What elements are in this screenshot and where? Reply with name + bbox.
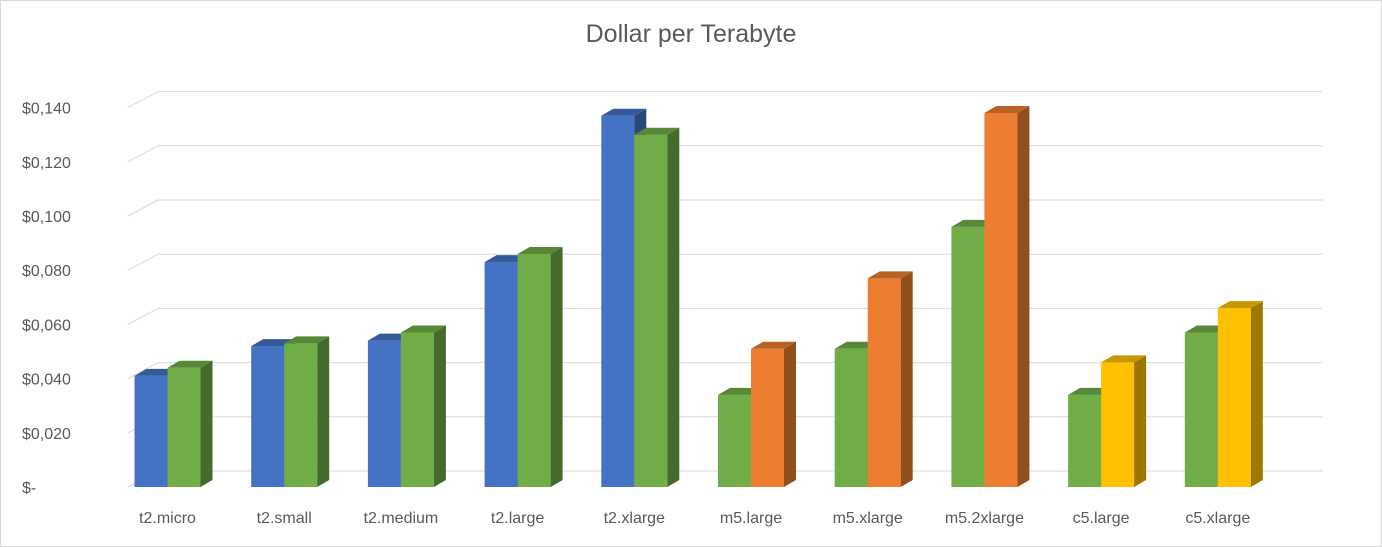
bar <box>284 336 330 487</box>
x-tick-label: m5.xlarge <box>833 510 903 527</box>
bar <box>634 127 680 487</box>
bar-group <box>134 360 213 487</box>
bar-group <box>1068 355 1147 487</box>
gridline <box>127 253 1323 271</box>
bar-group <box>601 108 680 487</box>
bar <box>400 325 446 487</box>
bar-group <box>251 336 330 487</box>
x-tick-label: t2.micro <box>139 510 196 527</box>
bar <box>167 360 213 487</box>
bar-group <box>367 325 446 487</box>
x-tick-label: t2.medium <box>364 510 439 527</box>
y-tick-label: $0,020 <box>22 426 71 443</box>
gridline <box>127 145 1323 163</box>
y-tick-label: $0,080 <box>22 263 71 280</box>
bar-group <box>1184 301 1263 487</box>
y-tick-label: $- <box>22 480 36 497</box>
bar <box>867 271 913 487</box>
x-tick-label: m5.large <box>720 510 782 527</box>
bar-group <box>484 246 563 487</box>
chart-title: Dollar per Terabyte <box>585 20 797 48</box>
x-tick-label: c5.xlarge <box>1185 510 1250 527</box>
bar-group <box>834 271 913 487</box>
x-tick-label: m5.2xlarge <box>945 510 1024 527</box>
y-tick-label: $0,100 <box>22 209 71 226</box>
bar <box>517 246 563 487</box>
x-tick-label: c5.large <box>1073 510 1130 527</box>
x-tick-label: t2.xlarge <box>604 510 665 527</box>
y-tick-label: $0,120 <box>22 155 71 172</box>
y-tick-label: $0,060 <box>22 317 71 334</box>
y-tick-label: $0,140 <box>22 101 71 118</box>
bars <box>134 106 1263 488</box>
bar <box>751 341 796 487</box>
bar <box>1217 301 1263 487</box>
bar <box>1101 355 1147 487</box>
x-axis-ticks: t2.micro t2.small t2.medium t2.large t2.xlar… <box>139 510 1250 527</box>
gridline <box>127 199 1323 217</box>
gridline <box>127 307 1323 325</box>
gridline <box>127 91 1323 109</box>
bar-group <box>718 341 796 487</box>
y-tick-label: $0,040 <box>22 372 71 389</box>
bar <box>984 106 1030 488</box>
y-axis-ticks: $- $0,020 $0,040 $0,060 $0,080 $0,100 $0,120 $0… <box>22 101 71 497</box>
x-tick-label: t2.small <box>257 510 312 527</box>
bar-group <box>951 106 1030 488</box>
x-tick-label: t2.large <box>491 510 544 527</box>
